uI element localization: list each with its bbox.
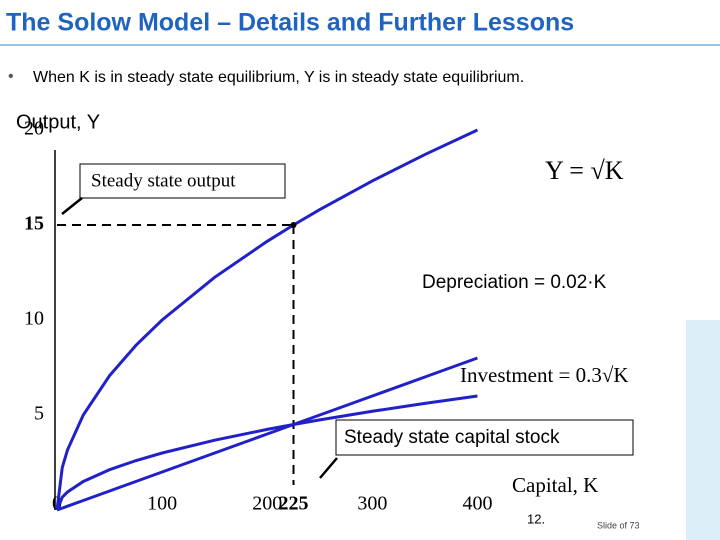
y-axis-label: Output, Y bbox=[16, 111, 100, 133]
side-strip bbox=[686, 320, 720, 540]
bullet-dot: • bbox=[8, 68, 14, 85]
x-tick-label: 300 bbox=[357, 493, 387, 515]
curve bbox=[55, 394, 478, 511]
y-tick-label: 5 bbox=[34, 403, 44, 425]
y-tick-label: 10 bbox=[24, 308, 44, 330]
y-tick-label: 20 bbox=[24, 118, 44, 140]
x-tick-label: 400 bbox=[462, 493, 492, 515]
series-label: Depreciation = 0.02·K bbox=[422, 272, 607, 293]
annotation-box bbox=[335, 419, 634, 456]
annotation-box bbox=[79, 163, 286, 199]
slide-count: Slide of 73 bbox=[597, 520, 640, 530]
x-tick-label: 100 bbox=[147, 493, 177, 515]
x-tick-label: 225 bbox=[279, 493, 309, 515]
x-tick-label: 200 bbox=[252, 493, 282, 515]
curve bbox=[56, 356, 478, 512]
curve bbox=[55, 128, 479, 511]
bullet-text: When K is in steady state equilibrium, Y… bbox=[33, 69, 524, 86]
series-label: Y = √K bbox=[545, 156, 624, 185]
annotation: Steady state output bbox=[91, 170, 236, 191]
slide-title: The Solow Model – Details and Further Le… bbox=[6, 9, 574, 37]
arrow bbox=[61, 197, 83, 215]
steady-state-point bbox=[290, 222, 297, 228]
series-label: Investment = 0.3√K bbox=[460, 363, 629, 387]
x-axis-label: Capital, K bbox=[512, 473, 598, 497]
page-number: 12. bbox=[527, 511, 545, 526]
y-tick-label: 15 bbox=[24, 213, 44, 235]
arrow bbox=[319, 457, 338, 479]
annotation: Steady state capital stock bbox=[344, 427, 560, 448]
